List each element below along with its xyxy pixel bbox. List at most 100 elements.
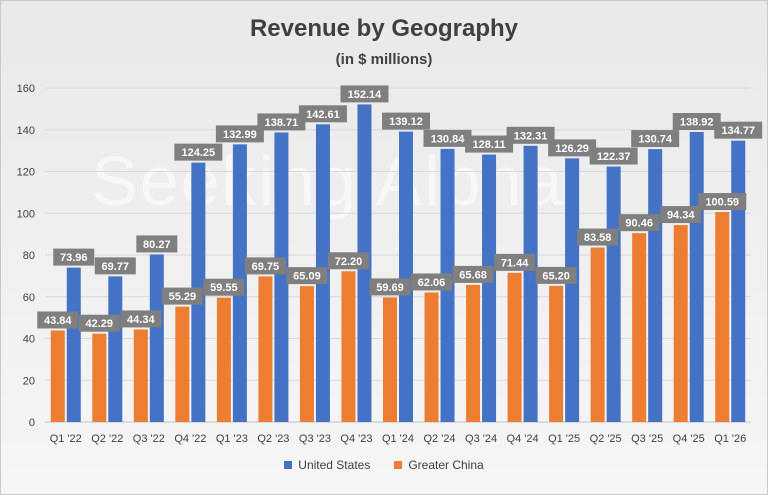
bar-greater-china bbox=[133, 329, 148, 422]
data-label-united-states: 122.37 bbox=[597, 151, 631, 163]
data-label-greater-china: 71.44 bbox=[501, 257, 529, 269]
bar-greater-china bbox=[590, 247, 605, 422]
bar-greater-china bbox=[507, 272, 522, 422]
chart-subtitle: (in $ millions) bbox=[335, 51, 433, 68]
bar-greater-china bbox=[92, 333, 107, 422]
data-label-united-states: 134.77 bbox=[721, 125, 755, 137]
data-label-greater-china: 55.29 bbox=[169, 291, 197, 303]
bar-greater-china bbox=[424, 292, 439, 422]
legend-swatch-greater-china bbox=[394, 461, 403, 469]
data-label-greater-china: 62.06 bbox=[418, 277, 446, 289]
x-tick-label: Q4 '24 bbox=[507, 433, 539, 445]
x-tick-label: Q3 '25 bbox=[631, 433, 663, 445]
data-label-box-united-states bbox=[257, 113, 306, 131]
y-tick-label: 120 bbox=[17, 167, 35, 179]
bar-united-states bbox=[731, 140, 746, 423]
x-tick-label: Q2 '25 bbox=[590, 433, 622, 445]
data-label-box-greater-china bbox=[78, 314, 120, 332]
data-label-united-states: 130.84 bbox=[431, 133, 466, 145]
data-label-greater-china: 65.20 bbox=[542, 270, 570, 282]
data-label-box-greater-china bbox=[698, 193, 747, 211]
data-label-box-united-states bbox=[423, 129, 472, 147]
bar-greater-china bbox=[341, 271, 356, 422]
x-tick-label: Q1 '23 bbox=[216, 433, 248, 445]
data-label-greater-china: 69.75 bbox=[252, 261, 280, 273]
bar-greater-china bbox=[50, 330, 65, 422]
data-label-greater-china: 72.20 bbox=[335, 256, 363, 268]
x-tick-label: Q3 '24 bbox=[465, 433, 497, 445]
data-label-box-united-states bbox=[506, 126, 555, 144]
bar-greater-china bbox=[715, 212, 730, 422]
data-label-box-united-states bbox=[53, 248, 95, 266]
bar-united-states bbox=[523, 145, 538, 423]
data-label-greater-china: 90.46 bbox=[625, 218, 653, 230]
data-label-united-states: 128.11 bbox=[473, 139, 506, 151]
x-tick-label: Q1 '25 bbox=[548, 433, 580, 445]
data-label-united-states: 132.99 bbox=[223, 129, 257, 141]
bar-united-states bbox=[66, 267, 81, 422]
legend-swatch-united-states bbox=[284, 461, 293, 469]
data-label-box-united-states bbox=[589, 147, 638, 165]
data-label-greater-china: 43.84 bbox=[44, 315, 72, 327]
bar-greater-china bbox=[466, 284, 481, 422]
bar-united-states bbox=[482, 154, 497, 422]
x-tick-label: Q1 '22 bbox=[50, 433, 82, 445]
data-label-united-states: 130.74 bbox=[638, 134, 673, 146]
data-label-greater-china: 59.69 bbox=[376, 282, 404, 294]
y-tick-label: 80 bbox=[23, 250, 35, 262]
data-label-box-united-states bbox=[382, 112, 430, 130]
data-label-box-greater-china bbox=[203, 278, 245, 296]
data-label-greater-china: 44.34 bbox=[127, 314, 155, 326]
data-label-box-united-states bbox=[548, 139, 597, 157]
data-label-greater-china: 100.59 bbox=[705, 197, 739, 209]
bar-united-states bbox=[149, 254, 164, 422]
x-tick-label: Q3 '22 bbox=[133, 433, 165, 445]
data-label-united-states: 132.31 bbox=[514, 130, 548, 142]
data-label-box-united-states bbox=[714, 121, 763, 139]
bar-greater-china bbox=[632, 233, 647, 422]
bar-greater-china bbox=[673, 225, 688, 422]
legend-label-greater-china: Greater China bbox=[408, 458, 484, 472]
data-label-box-united-states bbox=[174, 143, 223, 161]
x-tick-label: Q4 '23 bbox=[340, 433, 372, 445]
data-label-box-greater-china bbox=[37, 311, 79, 329]
data-label-box-greater-china bbox=[244, 257, 286, 275]
bar-greater-china bbox=[299, 286, 314, 422]
x-tick-label: Q2 '23 bbox=[257, 433, 289, 445]
legend-item-united-states[interactable]: United States bbox=[284, 458, 370, 472]
bar-united-states bbox=[565, 158, 580, 422]
bar-united-states bbox=[399, 131, 413, 422]
x-tick-label: Q4 '25 bbox=[673, 433, 705, 445]
bar-greater-china bbox=[175, 306, 190, 422]
data-label-box-greater-china bbox=[494, 253, 536, 271]
data-label-greater-china: 83.58 bbox=[584, 232, 612, 244]
data-label-greater-china: 59.55 bbox=[210, 282, 238, 294]
data-label-box-greater-china bbox=[535, 266, 577, 284]
y-tick-label: 40 bbox=[23, 334, 35, 346]
chart-title: Revenue by Geography bbox=[249, 15, 519, 42]
bar-united-states bbox=[606, 166, 621, 422]
bar-united-states bbox=[274, 132, 289, 422]
data-label-greater-china: 94.34 bbox=[667, 210, 695, 222]
bar-greater-china bbox=[258, 276, 273, 422]
legend-label-united-states: United States bbox=[298, 458, 371, 472]
data-label-greater-china: 65.09 bbox=[293, 271, 321, 283]
data-label-united-states: 69.77 bbox=[102, 261, 130, 273]
legend-item-greater-china[interactable]: Greater China bbox=[394, 458, 484, 472]
y-tick-label: 60 bbox=[23, 292, 35, 304]
y-tick-label: 20 bbox=[23, 375, 35, 387]
data-label-greater-china: 65.68 bbox=[459, 269, 487, 281]
data-label-united-states: 124.25 bbox=[182, 147, 216, 159]
x-tick-label: Q2 '24 bbox=[423, 433, 455, 445]
data-label-box-united-states bbox=[465, 135, 514, 153]
x-tick-label: Q4 '22 bbox=[174, 433, 206, 445]
data-label-united-states: 80.27 bbox=[143, 239, 171, 251]
data-label-box-greater-china bbox=[286, 267, 328, 285]
x-tick-label: Q1 '24 bbox=[382, 433, 414, 445]
x-tick-label: Q3 '23 bbox=[299, 433, 331, 445]
data-label-greater-china: 42.29 bbox=[86, 318, 114, 330]
y-tick-label: 0 bbox=[29, 417, 35, 429]
data-label-box-united-states bbox=[340, 85, 389, 103]
